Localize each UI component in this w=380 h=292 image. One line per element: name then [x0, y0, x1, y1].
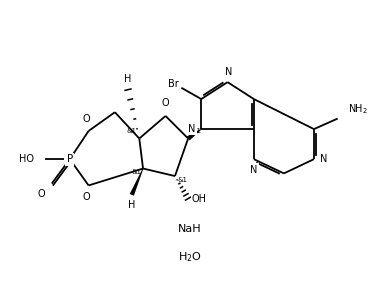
- Text: O: O: [83, 114, 90, 124]
- Polygon shape: [187, 129, 201, 140]
- Text: &1: &1: [191, 128, 201, 134]
- Text: O: O: [83, 192, 90, 202]
- Text: P: P: [66, 154, 73, 164]
- Text: O: O: [38, 189, 45, 199]
- Text: N: N: [320, 154, 327, 164]
- Text: H: H: [128, 201, 135, 211]
- Text: H$_2$O: H$_2$O: [178, 250, 202, 264]
- Text: O: O: [162, 98, 169, 108]
- Text: &1: &1: [178, 177, 188, 183]
- Text: OH: OH: [192, 194, 207, 204]
- Text: NH$_2$: NH$_2$: [348, 103, 368, 117]
- Text: &1: &1: [131, 169, 141, 175]
- Text: &1: &1: [126, 128, 136, 134]
- Text: NaH: NaH: [178, 224, 202, 234]
- Text: Br: Br: [168, 79, 179, 89]
- Text: HO: HO: [19, 154, 34, 164]
- Text: H: H: [124, 74, 132, 84]
- Polygon shape: [130, 168, 143, 196]
- Text: N: N: [188, 124, 196, 134]
- Text: N: N: [250, 165, 258, 175]
- Text: N: N: [225, 67, 232, 77]
